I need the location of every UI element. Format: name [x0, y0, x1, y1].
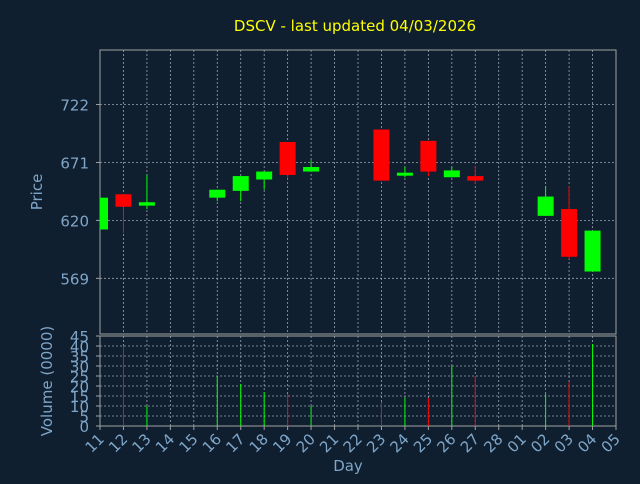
x-tick-label: 18: [246, 430, 272, 456]
x-tick-label: 17: [222, 430, 248, 456]
candle-body: [443, 170, 460, 178]
x-tick-label: 14: [152, 430, 178, 456]
volume-axis-label: Volume (0000): [38, 326, 56, 436]
candle-body: [138, 202, 155, 206]
candle-body: [303, 167, 320, 172]
price-axis-label: Price: [28, 174, 46, 211]
candle-body: [256, 171, 273, 180]
price-tick-label: 620: [60, 212, 89, 230]
candle-body: [561, 209, 578, 257]
candle-body: [232, 176, 249, 191]
volume-tick-label: 45: [70, 328, 89, 346]
x-tick-label: 27: [457, 430, 483, 456]
x-tick-label: 15: [175, 430, 201, 456]
x-tick-label: 19: [269, 430, 295, 456]
price-tick-label: 671: [60, 154, 89, 172]
chart-title: DSCV - last updated 04/03/2026: [234, 17, 476, 35]
x-tick-label: 21: [316, 430, 342, 456]
x-tick-label: 26: [433, 430, 459, 456]
x-tick-label: 23: [363, 430, 389, 456]
price-panel-frame: [99, 49, 617, 335]
x-tick-label: 01: [504, 430, 530, 456]
volume-bars: [122, 344, 594, 426]
x-tick-label: 20: [293, 430, 319, 456]
candle-body: [420, 140, 437, 172]
x-tick-label: 05: [598, 430, 624, 456]
x-ticks: 1112131415161718192021222324252627280102…: [82, 426, 624, 456]
candle-body: [209, 189, 226, 198]
x-tick-label: 24: [387, 430, 413, 456]
candle-body: [396, 172, 413, 176]
volume-tick-label: 40: [70, 338, 89, 356]
candle-body: [115, 194, 132, 207]
x-tick-label: 16: [199, 430, 225, 456]
volume-tick-label: 0: [79, 418, 89, 436]
candles: [99, 129, 601, 272]
price-ticks: 569 620 671 722: [60, 97, 100, 288]
candle-body: [279, 142, 296, 175]
candle-body: [373, 129, 390, 181]
price-tick-label: 722: [60, 97, 89, 115]
x-tick-label: 04: [574, 430, 600, 456]
x-tick-label: 25: [410, 430, 436, 456]
x-tick-label: 28: [480, 430, 506, 456]
x-tick-label: 12: [105, 430, 131, 456]
grid-lines: [100, 50, 616, 427]
candle-body: [467, 176, 484, 181]
candle-body: [537, 196, 554, 216]
price-tick-label: 569: [60, 270, 89, 288]
volume-tick-label: 15: [70, 388, 89, 406]
x-tick-label: 13: [129, 430, 155, 456]
volume-tick-label: 10: [70, 398, 89, 416]
volume-tick-label: 35: [70, 348, 89, 366]
x-tick-label: 03: [551, 430, 577, 456]
volume-tick-label: 30: [70, 358, 89, 376]
x-tick-label: 02: [527, 430, 553, 456]
x-tick-label: 22: [340, 430, 366, 456]
x-axis-label: Day: [333, 457, 363, 475]
candle-body: [100, 197, 108, 230]
volume-tick-label: 20: [70, 378, 89, 396]
volume-tick-label: 25: [70, 368, 89, 386]
volume-tick-label: 5: [79, 408, 89, 426]
candle-body: [584, 230, 601, 272]
